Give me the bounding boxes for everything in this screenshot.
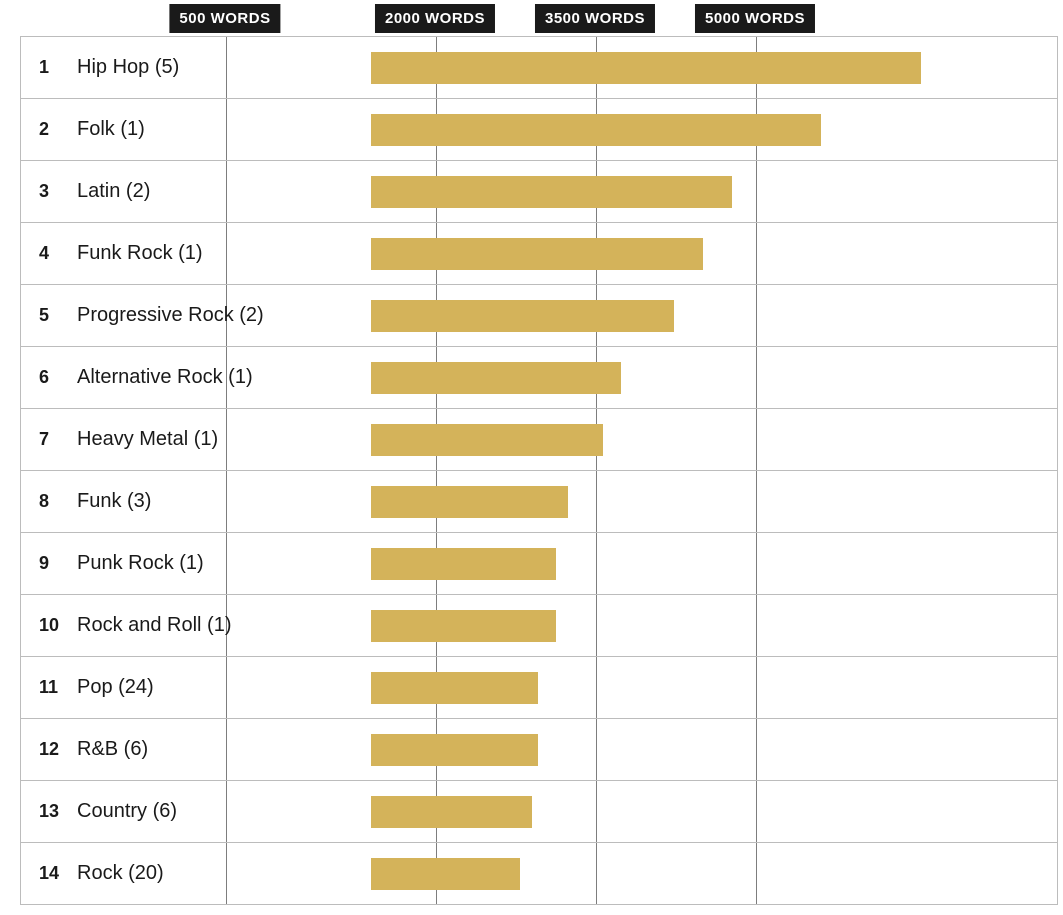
row-label: Rock and Roll (1) — [77, 614, 232, 637]
chart-row: 11Pop (24) — [21, 657, 1057, 719]
row-label: R&B (6) — [77, 738, 148, 761]
chart-row: 10Rock and Roll (1) — [21, 595, 1057, 657]
chart-row: 14Rock (20) — [21, 843, 1057, 905]
axis-tick-label: 500 WORDS — [169, 4, 280, 33]
bar — [371, 114, 821, 146]
row-rank: 7 — [21, 429, 77, 450]
bar-area — [371, 719, 1057, 780]
bar — [371, 734, 538, 766]
bar-area — [371, 285, 1057, 346]
row-rank: 14 — [21, 863, 77, 884]
bar — [371, 486, 568, 518]
bar — [371, 238, 703, 270]
row-rank: 10 — [21, 615, 77, 636]
row-rank: 8 — [21, 491, 77, 512]
row-rank: 12 — [21, 739, 77, 760]
row-label: Hip Hop (5) — [77, 56, 179, 79]
bar-area — [371, 223, 1057, 284]
chart-row: 3Latin (2) — [21, 161, 1057, 223]
chart-row: 2Folk (1) — [21, 99, 1057, 161]
chart-row: 5Progressive Rock (2) — [21, 285, 1057, 347]
row-label: Punk Rock (1) — [77, 552, 204, 575]
bar-area — [371, 99, 1057, 160]
row-label: Funk (3) — [77, 490, 151, 513]
chart-row: 7Heavy Metal (1) — [21, 409, 1057, 471]
row-rank: 5 — [21, 305, 77, 326]
bar — [371, 176, 732, 208]
axis-tick-label: 5000 WORDS — [695, 4, 815, 33]
row-label: Progressive Rock (2) — [77, 304, 264, 327]
bar — [371, 362, 621, 394]
row-rank: 3 — [21, 181, 77, 202]
bar — [371, 610, 556, 642]
row-label: Pop (24) — [77, 676, 154, 699]
bar-area — [371, 595, 1057, 656]
bar-area — [371, 347, 1057, 408]
bar — [371, 424, 603, 456]
bar-area — [371, 657, 1057, 718]
chart-row: 8Funk (3) — [21, 471, 1057, 533]
bar — [371, 300, 674, 332]
chart-row: 13Country (6) — [21, 781, 1057, 843]
bar-area — [371, 161, 1057, 222]
chart-row: 4Funk Rock (1) — [21, 223, 1057, 285]
chart-row: 1Hip Hop (5) — [21, 37, 1057, 99]
row-label: Rock (20) — [77, 862, 164, 885]
axis-tick-label: 2000 WORDS — [375, 4, 495, 33]
bar — [371, 52, 921, 84]
chart-row: 9Punk Rock (1) — [21, 533, 1057, 595]
bar-area — [371, 781, 1057, 842]
chart-row: 12R&B (6) — [21, 719, 1057, 781]
row-label: Heavy Metal (1) — [77, 428, 218, 451]
row-label: Funk Rock (1) — [77, 242, 203, 265]
row-label: Alternative Rock (1) — [77, 366, 253, 389]
row-rank: 1 — [21, 57, 77, 78]
row-rank: 2 — [21, 119, 77, 140]
bar-area — [371, 843, 1057, 904]
row-rank: 6 — [21, 367, 77, 388]
bar — [371, 672, 538, 704]
axis-tick-label: 3500 WORDS — [535, 4, 655, 33]
genre-word-count-chart: 500 WORDS2000 WORDS3500 WORDS5000 WORDS … — [0, 0, 1063, 905]
bar-area — [371, 37, 1057, 98]
row-label: Country (6) — [77, 800, 177, 823]
row-label: Latin (2) — [77, 180, 150, 203]
x-axis-labels: 500 WORDS 2000 WORDS 3500 WORDS 5000 WORDS — [0, 0, 1063, 36]
chart-row: 6Alternative Rock (1) — [21, 347, 1057, 409]
bar-area — [371, 409, 1057, 470]
bar-area — [371, 533, 1057, 594]
bar — [371, 796, 532, 828]
row-label: Folk (1) — [77, 118, 145, 141]
bar — [371, 548, 556, 580]
bar — [371, 858, 520, 890]
row-rank: 11 — [21, 677, 77, 698]
row-rank: 9 — [21, 553, 77, 574]
bar-area — [371, 471, 1057, 532]
row-rank: 13 — [21, 801, 77, 822]
row-rank: 4 — [21, 243, 77, 264]
chart-rows: 1Hip Hop (5)2Folk (1)3Latin (2)4Funk Roc… — [20, 36, 1058, 905]
